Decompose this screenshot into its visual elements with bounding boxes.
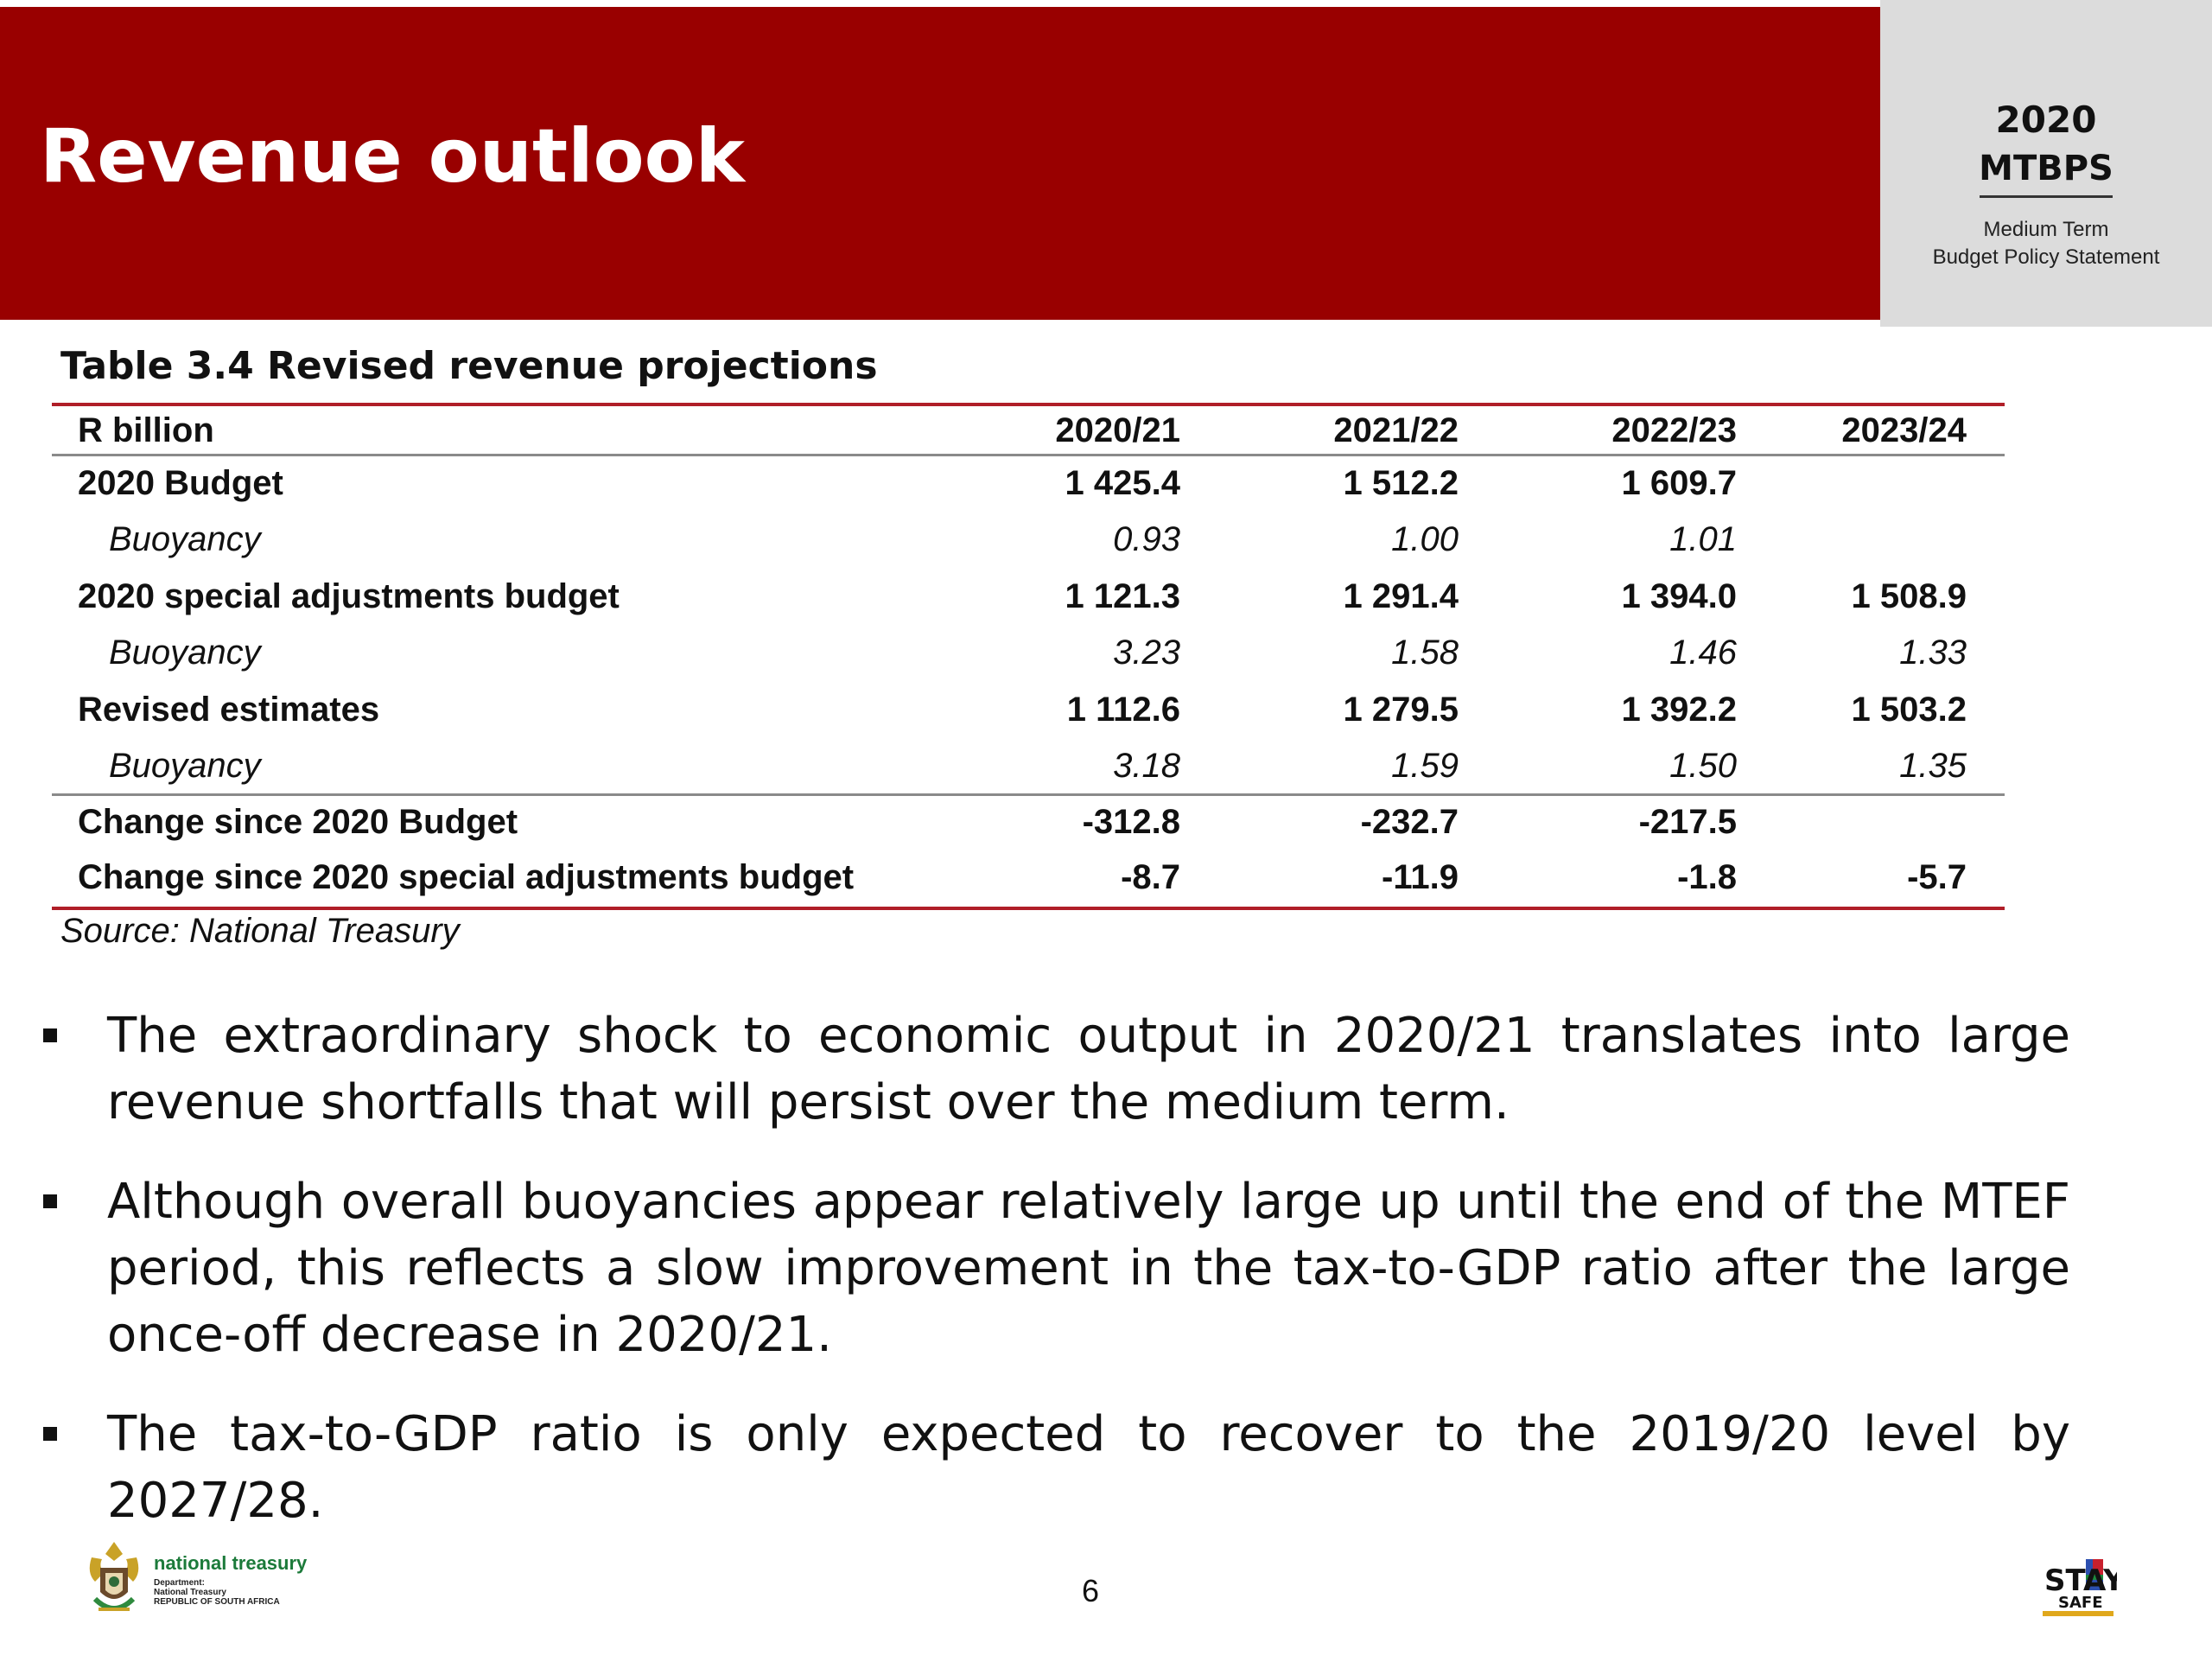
bullet-item: Although overall buoyancies appear relat… xyxy=(0,1168,2070,1368)
table-cell: 1 392.2 xyxy=(1621,690,1737,729)
table-header-row: R billion 2020/21 2021/22 2022/23 2023/2… xyxy=(52,406,2005,455)
table-cell: 1 394.0 xyxy=(1621,576,1737,615)
mtbps-subtitle-line2: Budget Policy Statement xyxy=(1932,245,2160,269)
column-header: 2021/22 xyxy=(1333,411,1459,449)
table-change-rule xyxy=(52,793,2005,796)
column-header: 2020/21 xyxy=(1055,411,1180,449)
table-header-rule xyxy=(52,454,2005,456)
row-label: 2020 special adjustments budget xyxy=(78,576,620,615)
logo-text: national treasury xyxy=(154,1552,308,1574)
row-label: Buoyancy xyxy=(109,634,261,672)
table-cell: 1 112.6 xyxy=(1066,690,1180,729)
table-cell: 1.59 xyxy=(1391,747,1459,785)
bullet-square-icon xyxy=(43,1427,57,1441)
bullet-item: The extraordinary shock to economic outp… xyxy=(0,1003,2070,1136)
table-cell: 1.33 xyxy=(1899,634,1967,672)
row-label: Buoyancy xyxy=(109,747,261,785)
table-row: Change since 2020 special adjustments bu… xyxy=(52,850,2005,905)
table-row: Change since 2020 Budget -312.8 -232.7 -… xyxy=(52,794,2005,850)
table-cell: 1 512.2 xyxy=(1343,463,1459,502)
table-cell: 0.93 xyxy=(1113,520,1180,558)
table-cell: 1 291.4 xyxy=(1343,576,1459,615)
mtbps-divider xyxy=(1980,195,2113,198)
table-cell: 1.50 xyxy=(1669,747,1737,785)
table-cell: -1.8 xyxy=(1677,857,1737,896)
table-cell: 1.01 xyxy=(1669,520,1737,558)
table-row: Buoyancy 3.18 1.59 1.50 1.35 xyxy=(52,738,2005,794)
row-label: 2020 Budget xyxy=(78,463,283,502)
table-cell: -5.7 xyxy=(1907,857,1967,896)
bullet-square-icon xyxy=(43,1028,57,1042)
table-cell: -217.5 xyxy=(1638,802,1737,841)
bullet-text: Although overall buoyancies appear relat… xyxy=(107,1174,2070,1363)
table-cell: -312.8 xyxy=(1082,802,1180,841)
table-row: 2020 special adjustments budget 1 121.3 … xyxy=(52,568,2005,625)
header-band: Revenue outlook xyxy=(0,7,1880,320)
table-cell: 1 508.9 xyxy=(1851,576,1967,615)
table-row: Buoyancy 0.93 1.00 1.01 xyxy=(52,512,2005,568)
bullet-item: The tax-to-GDP ratio is only expected to… xyxy=(0,1401,2070,1534)
logo-subtext: Department: National Treasury REPUBLIC O… xyxy=(154,1578,280,1607)
stay-safe-text: STAY xyxy=(2044,1563,2117,1598)
column-header: R billion xyxy=(78,411,214,449)
table-cell: 1.35 xyxy=(1899,747,1967,785)
row-label: Buoyancy xyxy=(109,520,261,558)
table-top-rule xyxy=(52,403,2005,406)
table-cell: 3.18 xyxy=(1113,747,1180,785)
table-cell xyxy=(1775,512,2005,568)
stay-safe-logo-icon: STAY SAFE xyxy=(2043,1559,2117,1616)
revenue-table: R billion 2020/21 2021/22 2022/23 2023/2… xyxy=(52,406,2005,905)
row-label: Revised estimates xyxy=(78,690,380,729)
bullet-text: The extraordinary shock to economic outp… xyxy=(107,1008,2070,1130)
row-label: Change since 2020 special adjustments bu… xyxy=(78,857,855,896)
mtbps-panel: 2020 MTBPS Medium Term Budget Policy Sta… xyxy=(1880,0,2212,327)
column-header: 2022/23 xyxy=(1611,411,1737,449)
table-source: Source: National Treasury xyxy=(60,912,460,950)
table-cell: 1 425.4 xyxy=(1065,463,1180,502)
page-title: Revenue outlook xyxy=(40,113,745,200)
table-row: Buoyancy 3.23 1.58 1.46 1.33 xyxy=(52,625,2005,681)
table-cell xyxy=(1775,794,2005,850)
table-cell: 1 503.2 xyxy=(1851,690,1967,729)
coat-of-arms-icon xyxy=(89,1542,139,1611)
table-cell: 1 279.5 xyxy=(1343,690,1459,729)
table-cell: 1 609.7 xyxy=(1621,463,1737,502)
table-row: 2020 Budget 1 425.4 1 512.2 1 609.7 xyxy=(52,455,2005,512)
stay-safe-subtext: SAFE xyxy=(2058,1594,2103,1612)
bullet-text: The tax-to-GDP ratio is only expected to… xyxy=(107,1406,2070,1529)
table-cell: 1.46 xyxy=(1669,634,1737,672)
table-cell: 1 121.3 xyxy=(1065,576,1180,615)
table-cell: 1.00 xyxy=(1391,520,1459,558)
table-cell: -8.7 xyxy=(1121,857,1180,896)
table-cell: 1.58 xyxy=(1391,634,1459,672)
row-label: Change since 2020 Budget xyxy=(78,802,518,841)
table-title: Table 3.4 Revised revenue projections xyxy=(60,344,878,388)
mtbps-name: MTBPS xyxy=(1979,149,2113,188)
mtbps-year: 2020 xyxy=(1995,99,2097,141)
table-cell: 3.23 xyxy=(1113,634,1180,672)
table-cell: -11.9 xyxy=(1382,857,1459,896)
table-bottom-rule xyxy=(52,907,2005,910)
table-cell: -232.7 xyxy=(1360,802,1459,841)
bullet-list: The extraordinary shock to economic outp… xyxy=(0,1003,2212,1567)
table-row: Revised estimates 1 112.6 1 279.5 1 392.… xyxy=(52,681,2005,738)
column-header: 2023/24 xyxy=(1841,411,1967,449)
mtbps-subtitle-line1: Medium Term xyxy=(1983,218,2109,241)
table-cell xyxy=(1775,455,2005,512)
bullet-square-icon xyxy=(43,1194,57,1208)
page-number: 6 xyxy=(1082,1573,1100,1608)
